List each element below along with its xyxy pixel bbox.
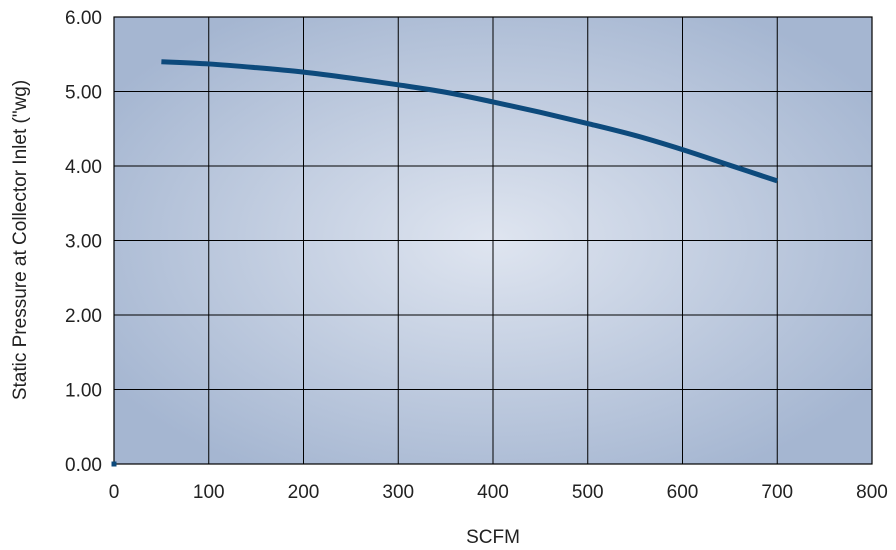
x-tick-label-4: 400 [477,482,509,503]
series-line-0 [161,59,779,184]
grid-lines [113,16,873,465]
x-tick-label-2: 200 [288,482,320,503]
y-tick-label-1: 1.00 [65,381,102,402]
origin-marker [111,461,117,467]
plot-border [113,16,873,465]
x-tick-label-1: 100 [193,482,225,503]
y-axis-title: Static Pressure at Collector Inlet ("wg) [10,80,31,400]
x-tick-label-8: 800 [856,482,888,503]
x-tick-label-7: 700 [761,482,793,503]
y-tick-label-0: 0.00 [65,455,102,476]
series-group [111,59,779,467]
x-axis-title: SCFM [466,527,520,548]
y-tick-labels: 0.00 1.00 2.00 3.00 4.00 5.00 6.00 [65,8,102,476]
x-tick-label-0: 0 [109,482,120,503]
y-tick-label-5: 5.00 [65,83,102,104]
y-tick-label-3: 3.00 [65,232,102,253]
x-tick-labels: 0 100 200 300 400 500 600 700 800 [109,482,888,503]
x-tick-label-6: 600 [667,482,699,503]
x-tick-label-3: 300 [382,482,414,503]
y-tick-label-4: 4.00 [65,157,102,178]
y-tick-label-6: 6.00 [65,8,102,29]
y-tick-label-2: 2.00 [65,306,102,327]
x-tick-label-5: 500 [572,482,604,503]
